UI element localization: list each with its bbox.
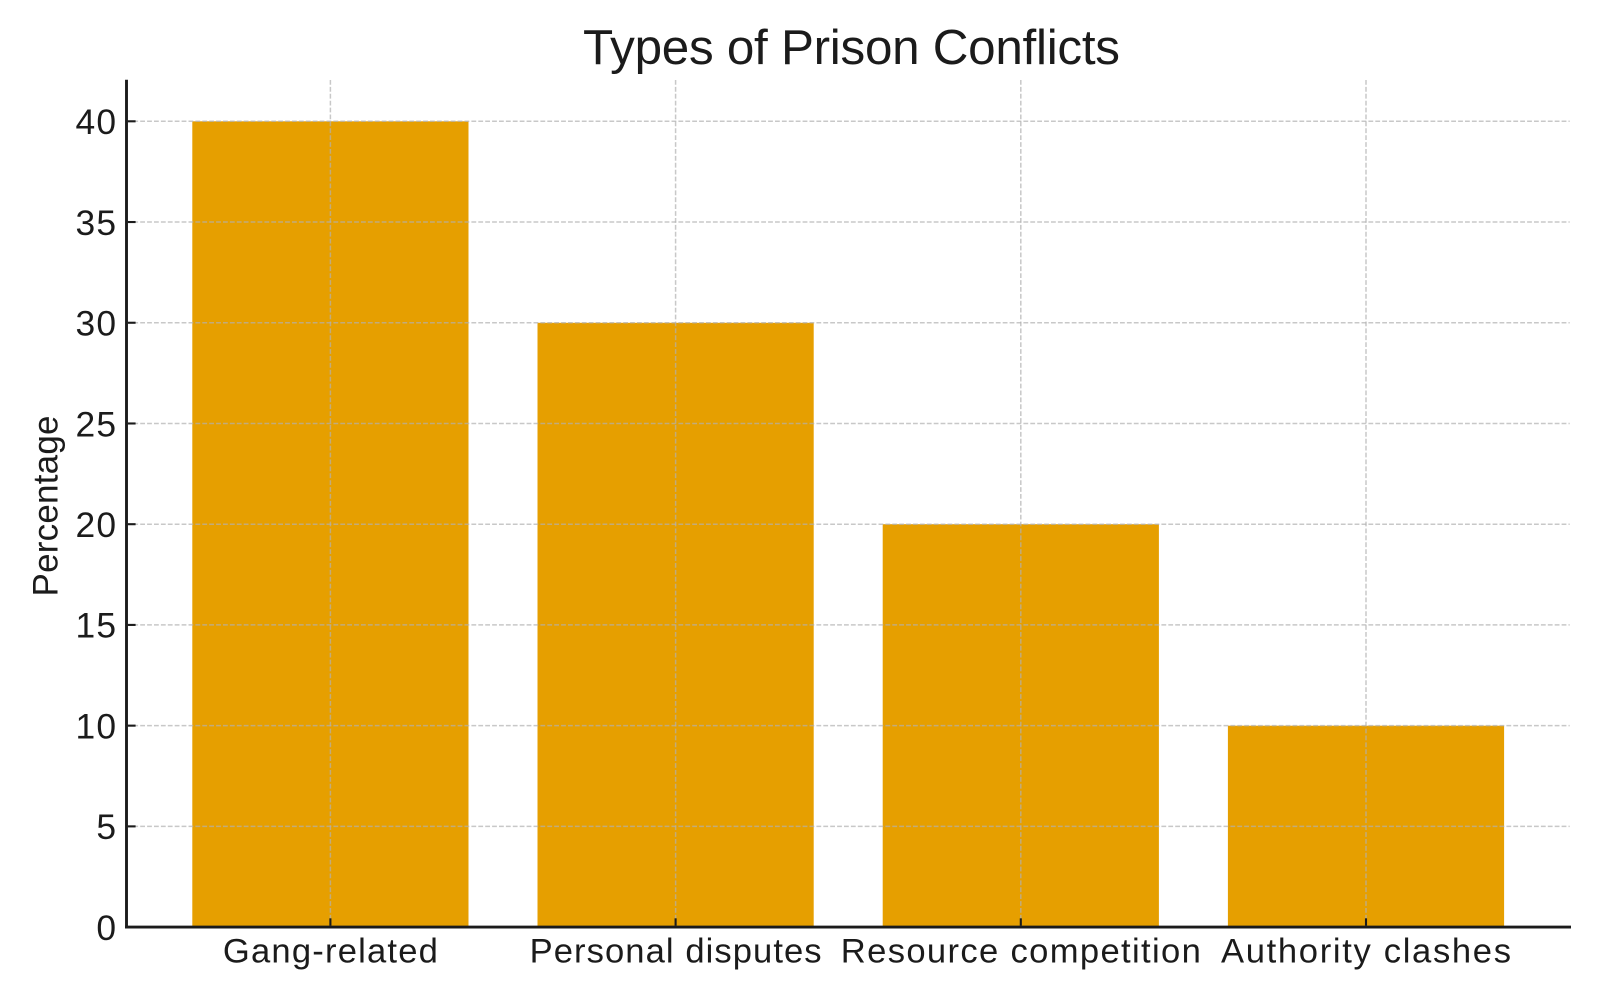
svg-text:15: 15 [76,606,117,646]
svg-text:0: 0 [96,908,116,948]
svg-text:Percentage: Percentage [27,416,66,597]
svg-text:10: 10 [76,707,117,747]
svg-text:25: 25 [76,404,117,444]
svg-text:20: 20 [76,505,117,545]
svg-text:40: 40 [76,102,117,142]
svg-text:Authority clashes: Authority clashes [1221,933,1511,971]
svg-text:Gang-related: Gang-related [223,933,438,971]
svg-text:30: 30 [76,304,117,344]
svg-text:5: 5 [96,807,116,847]
svg-text:Types of Prison Conflicts: Types of Prison Conflicts [583,20,1120,75]
svg-text:Resource competition: Resource competition [841,933,1201,971]
svg-text:35: 35 [76,203,117,243]
svg-text:Personal disputes: Personal disputes [530,933,822,971]
